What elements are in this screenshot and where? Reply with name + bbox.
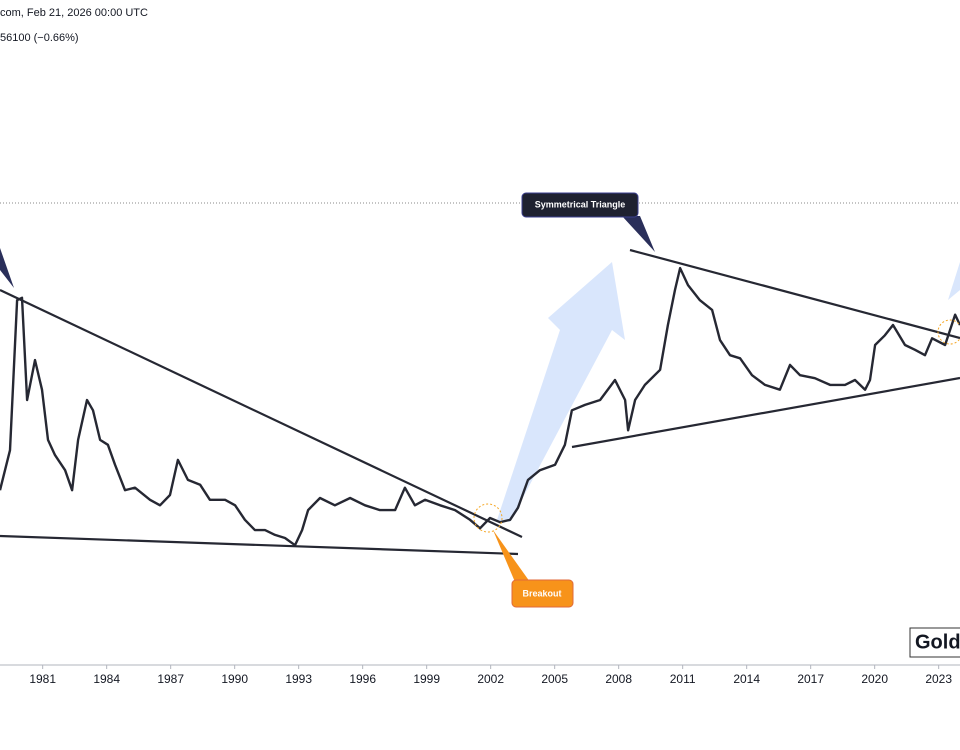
trendlines <box>0 248 960 556</box>
header-change: 56100 (−0.66%) <box>0 32 79 44</box>
x-tick-label: 2002 <box>477 672 504 686</box>
logo-box <box>909 627 960 658</box>
callout-box <box>511 579 574 608</box>
x-tick-label: 2011 <box>670 672 696 686</box>
x-tick-label: 2014 <box>733 672 760 686</box>
trendline <box>0 289 523 538</box>
annotation: Symmetrical Triangle <box>535 199 626 209</box>
x-tick-label: 1981 <box>29 672 56 686</box>
breakout-marker <box>473 503 503 533</box>
x-tick-label: 1990 <box>221 672 248 686</box>
x-tick-label: 1996 <box>349 672 376 686</box>
trendline <box>629 248 960 340</box>
trendline <box>571 376 960 449</box>
x-tick-label: 2023 <box>925 672 952 686</box>
callout-pointer <box>493 530 530 582</box>
annotation: Breakout <box>522 588 561 598</box>
x-tick-label: 2017 <box>797 672 824 686</box>
projection-arrow <box>497 262 625 522</box>
projection-arrow <box>948 262 960 300</box>
x-tick-label: 2008 <box>605 672 632 686</box>
x-tick-label: 1999 <box>413 672 440 686</box>
x-tick-label: 1987 <box>157 672 184 686</box>
x-tick-label: 2020 <box>861 672 888 686</box>
header-source: com, Feb 21, 2026 00:00 UTC <box>0 7 148 19</box>
x-tick-label: 1984 <box>93 672 120 686</box>
callout-pointer <box>622 216 655 252</box>
breakout-marker <box>937 319 960 345</box>
x-tick-label: 1993 <box>285 672 312 686</box>
x-tick-label: 2005 <box>541 672 568 686</box>
logo: Gold <box>915 631 960 653</box>
trendline <box>0 534 519 556</box>
pointer-arrow <box>0 248 14 288</box>
callout-box <box>521 192 639 218</box>
